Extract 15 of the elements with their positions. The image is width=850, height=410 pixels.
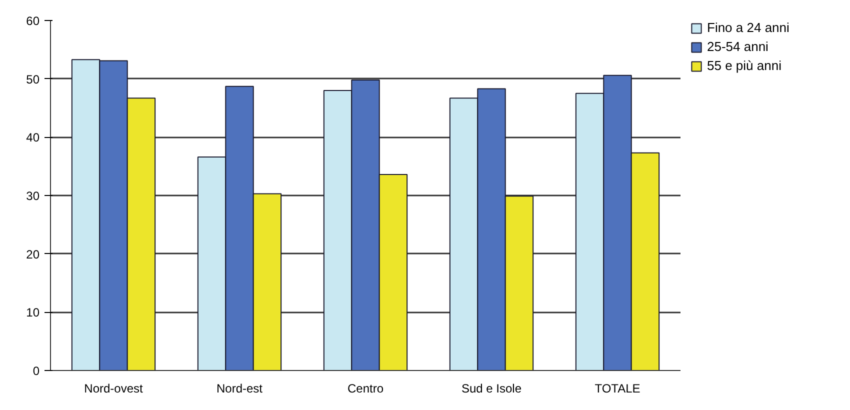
- y-tick-label: 20: [26, 247, 40, 262]
- y-tick-label: 10: [26, 306, 40, 320]
- legend-label: 25-54 anni: [707, 39, 768, 54]
- x-tick-label: Nord-ovest: [84, 382, 144, 396]
- x-tick-label: TOTALE: [594, 382, 640, 396]
- legend-label: Fino a 24 anni: [707, 20, 790, 35]
- y-tick-label: 60: [26, 14, 40, 28]
- x-tick-label: Sud e Isole: [461, 382, 522, 396]
- y-tick-label: 30: [26, 189, 40, 203]
- y-tick-label: 50: [26, 72, 40, 86]
- y-tick-label: 0: [32, 364, 40, 378]
- x-tick-label: Nord-est: [216, 382, 264, 396]
- x-tick-label: Centro: [347, 382, 384, 396]
- y-tick-label: 40: [26, 130, 40, 145]
- legend-label: 55 e più anni: [707, 58, 782, 73]
